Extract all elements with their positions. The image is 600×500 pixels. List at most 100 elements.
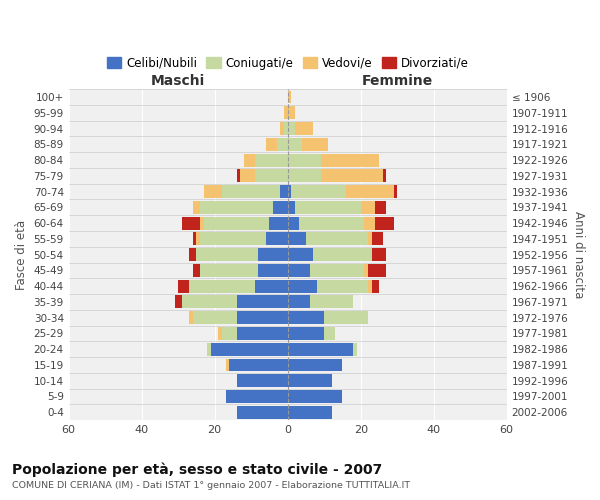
Bar	[295, 122, 313, 135]
Bar	[284, 106, 287, 120]
Bar	[287, 201, 295, 214]
Bar	[226, 358, 229, 372]
Bar	[182, 296, 236, 308]
Bar	[306, 232, 368, 245]
Bar	[175, 296, 182, 308]
Bar	[229, 358, 287, 372]
Bar	[302, 138, 328, 151]
Bar	[310, 264, 364, 277]
Bar	[204, 216, 269, 230]
Bar	[193, 201, 200, 214]
Bar	[236, 327, 287, 340]
Bar	[287, 406, 331, 418]
Bar	[266, 232, 287, 245]
Bar	[255, 280, 287, 292]
Bar	[287, 90, 292, 104]
Bar	[259, 264, 287, 277]
Bar	[266, 138, 277, 151]
Bar	[204, 185, 222, 198]
Bar	[320, 154, 379, 166]
Bar	[193, 264, 200, 277]
Bar	[287, 170, 320, 182]
Bar	[287, 390, 343, 403]
Bar	[320, 170, 383, 182]
Bar	[178, 280, 189, 292]
Bar	[200, 232, 266, 245]
Bar	[236, 170, 240, 182]
Bar	[236, 406, 287, 418]
Bar	[218, 327, 222, 340]
Bar	[182, 216, 200, 230]
Bar	[299, 216, 364, 230]
Text: Popolazione per età, sesso e stato civile - 2007: Popolazione per età, sesso e stato civil…	[12, 462, 382, 477]
Bar	[287, 138, 302, 151]
Bar	[287, 342, 353, 355]
Bar	[376, 216, 394, 230]
Bar	[277, 138, 287, 151]
Bar	[196, 232, 200, 245]
Bar	[273, 201, 287, 214]
Bar	[313, 248, 371, 261]
Bar	[189, 248, 196, 261]
Bar	[361, 201, 376, 214]
Bar	[383, 170, 386, 182]
Bar	[371, 248, 386, 261]
Bar	[368, 232, 371, 245]
Bar	[189, 311, 193, 324]
Bar	[269, 216, 287, 230]
Bar	[200, 201, 273, 214]
Bar	[287, 248, 313, 261]
Bar	[287, 106, 295, 120]
Bar	[226, 390, 287, 403]
Text: COMUNE DI CERIANA (IM) - Dati ISTAT 1° gennaio 2007 - Elaborazione TUTTITALIA.IT: COMUNE DI CERIANA (IM) - Dati ISTAT 1° g…	[12, 481, 410, 490]
Bar	[287, 185, 292, 198]
Bar	[236, 296, 287, 308]
Bar	[295, 201, 361, 214]
Text: Maschi: Maschi	[151, 74, 205, 88]
Bar	[240, 170, 255, 182]
Bar	[287, 264, 310, 277]
Bar	[211, 342, 287, 355]
Bar	[346, 185, 394, 198]
Bar	[364, 216, 376, 230]
Bar	[371, 232, 383, 245]
Bar	[317, 280, 368, 292]
Bar	[310, 296, 353, 308]
Bar	[280, 122, 284, 135]
Y-axis label: Anni di nascita: Anni di nascita	[572, 211, 585, 298]
Bar	[368, 264, 386, 277]
Bar	[196, 248, 259, 261]
Bar	[287, 280, 317, 292]
Bar	[324, 327, 335, 340]
Bar	[200, 264, 259, 277]
Bar	[193, 232, 196, 245]
Bar	[280, 185, 287, 198]
Bar	[287, 122, 295, 135]
Bar	[259, 248, 287, 261]
Bar	[287, 296, 310, 308]
Bar	[189, 280, 255, 292]
Bar	[287, 311, 324, 324]
Legend: Celibi/Nubili, Coniugati/e, Vedovi/e, Divorziati/e: Celibi/Nubili, Coniugati/e, Vedovi/e, Di…	[103, 52, 473, 74]
Bar	[324, 311, 368, 324]
Bar	[368, 280, 371, 292]
Bar	[287, 232, 306, 245]
Y-axis label: Fasce di età: Fasce di età	[15, 220, 28, 290]
Bar	[287, 358, 343, 372]
Bar	[287, 154, 320, 166]
Bar	[287, 374, 331, 387]
Bar	[236, 374, 287, 387]
Bar	[200, 216, 204, 230]
Bar	[376, 201, 386, 214]
Text: Femmine: Femmine	[362, 74, 433, 88]
Bar	[292, 185, 346, 198]
Bar	[222, 185, 280, 198]
Bar	[236, 311, 287, 324]
Bar	[287, 216, 299, 230]
Bar	[284, 122, 287, 135]
Bar	[208, 342, 211, 355]
Bar	[353, 342, 357, 355]
Bar	[255, 170, 287, 182]
Bar	[255, 154, 287, 166]
Bar	[371, 280, 379, 292]
